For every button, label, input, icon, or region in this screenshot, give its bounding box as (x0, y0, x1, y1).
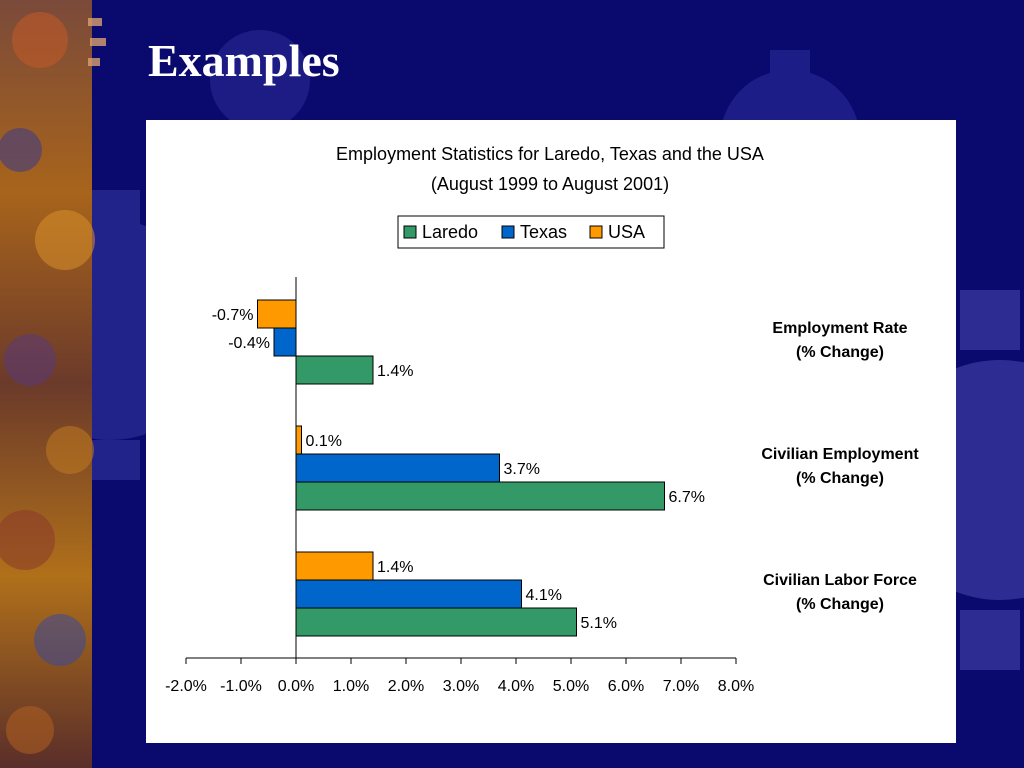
slide-title: Examples (148, 35, 340, 86)
chart-panel: Employment Statistics for Laredo, Texas … (146, 120, 956, 743)
x-tick-label-4: 2.0% (388, 678, 424, 695)
gear-icon-corner (88, 18, 106, 66)
bar-laredo-0 (295, 355, 374, 385)
bar-group (257, 299, 665, 637)
x-tick-label-0: -2.0% (165, 678, 207, 695)
bar-texas-1 (295, 453, 500, 483)
bar-usa-1 (295, 425, 302, 455)
x-axis: -2.0% -1.0% 0.0% 1.0% 2.0% 3.0% 4.0% 5.0% 6.0% 7.… (165, 277, 754, 695)
category-label-0-line-0: Employment Rate (772, 320, 907, 337)
category-label-2-line-1: (% Change) (796, 596, 884, 613)
legend-swatch-laredo (403, 225, 417, 239)
bar-laredo-2 (295, 607, 577, 637)
legend-swatch-texas (501, 225, 515, 239)
x-tick-label-6: 4.0% (498, 678, 534, 695)
bar-texas-2 (295, 579, 522, 609)
bar-label-group: -0.7% -0.4% 1.4% 0.1% 3.7% 6.7% 1.4% 4.1% 5.1% (212, 307, 705, 632)
bar-texas-0 (273, 327, 297, 357)
bar-usa-0 (257, 299, 297, 329)
bar-laredo-1 (295, 481, 665, 511)
chart-legend: Laredo Texas USA (397, 215, 665, 249)
category-label-1-line-1: (% Change) (796, 470, 884, 487)
data-label-laredo-2: 5.1% (581, 615, 617, 632)
data-label-usa-2: 1.4% (377, 559, 413, 576)
category-label-2-line-0: Civilian Labor Force (763, 572, 917, 589)
x-tick-label-1: -1.0% (220, 678, 262, 695)
left-strip-texture (0, 12, 95, 754)
category-label-group: Employment Rate (% Change) Civilian Employ… (761, 320, 919, 613)
data-label-laredo-0: 1.4% (377, 363, 413, 380)
x-tick-label-7: 5.0% (553, 678, 589, 695)
bar-usa-2 (295, 551, 374, 581)
gear-shape-top (210, 30, 310, 130)
data-label-laredo-1: 6.7% (669, 489, 705, 506)
x-tick-label-10: 8.0% (718, 678, 754, 695)
bar-chart: Employment Statistics for Laredo, Texas … (165, 144, 919, 695)
x-tick-label-5: 3.0% (443, 678, 479, 695)
x-tick-label-2: 0.0% (278, 678, 314, 695)
legend-label-usa: USA (608, 222, 645, 242)
data-label-usa-0: -0.7% (212, 307, 254, 324)
x-tick-label-9: 7.0% (663, 678, 699, 695)
category-label-0-line-1: (% Change) (796, 344, 884, 361)
chart-title: Employment Statistics for Laredo, Texas … (336, 144, 764, 164)
category-label-1-line-0: Civilian Employment (761, 446, 919, 463)
legend-box (397, 215, 665, 249)
data-label-usa-1: 0.1% (306, 433, 342, 450)
legend-swatch-usa (589, 225, 603, 239)
x-tick-label-8: 6.0% (608, 678, 644, 695)
legend-label-texas: Texas (520, 222, 567, 242)
data-label-texas-1: 3.7% (504, 461, 540, 478)
data-label-texas-0: -0.4% (228, 335, 270, 352)
x-tick-label-3: 1.0% (333, 678, 369, 695)
chart-subtitle: (August 1999 to August 2001) (431, 174, 669, 194)
legend-label-laredo: Laredo (422, 222, 478, 242)
data-label-texas-2: 4.1% (526, 587, 562, 604)
